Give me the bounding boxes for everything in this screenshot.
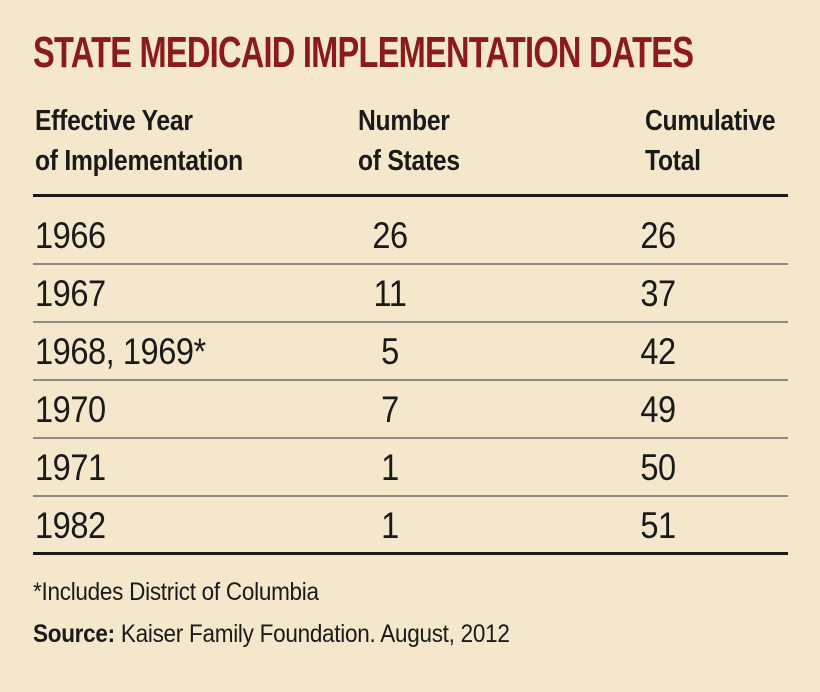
source-label: Source: [33,620,115,648]
table-row: 1968, 1969* 5 42 [33,323,788,381]
column-header-number-of-states: Number of States [358,101,460,181]
cell-number-of-states: 26 [372,215,408,256]
table-row: 1970 7 49 [33,381,788,439]
cell-number-of-states: 1 [381,505,399,546]
table-row: 1982 1 51 [33,497,788,555]
cell-cumulative-total: 51 [640,505,676,546]
header-rule [33,194,788,197]
page-title: STATE MEDICAID IMPLEMENTATION DATES [33,28,694,77]
cell-cumulative-total: 42 [640,331,676,372]
column-header-line: Total [645,145,701,177]
column-header-effective-year: Effective Year of Implementation [35,101,243,181]
cell-year: 1982 [35,505,106,546]
table-header-row: Effective Year of Implementation Number … [33,101,788,193]
table-row: 1966 26 26 [33,197,788,265]
cell-year: 1968, 1969* [35,331,206,372]
cell-year: 1966 [35,215,106,256]
cell-number-of-states: 1 [381,447,399,488]
column-header-line: of States [358,145,460,177]
cell-cumulative-total: 26 [640,215,676,256]
table-body: 1966 26 26 1967 11 37 1968, 1969* 5 42 1… [33,197,788,555]
cell-year: 1971 [35,447,106,488]
source-text: Kaiser Family Foundation. August, 2012 [114,620,510,648]
cell-number-of-states: 5 [381,331,399,372]
table-row: 1967 11 37 [33,265,788,323]
cell-number-of-states: 11 [373,273,407,314]
cell-number-of-states: 7 [381,389,399,430]
cell-cumulative-total: 49 [640,389,676,430]
footnote: *Includes District of Columbia [33,578,319,606]
cell-cumulative-total: 50 [640,447,676,488]
table-row: 1971 1 50 [33,439,788,497]
column-header-line: of Implementation [35,145,243,177]
column-header-line: Effective Year [35,105,193,137]
cell-cumulative-total: 37 [640,273,676,314]
column-header-line: Cumulative [645,105,776,137]
cell-year: 1967 [35,273,106,314]
source-line: Source: Kaiser Family Foundation. August… [33,620,510,649]
cell-year: 1970 [35,389,106,430]
column-header-cumulative-total: Cumulative Total [645,101,776,181]
column-header-line: Number [358,105,450,137]
